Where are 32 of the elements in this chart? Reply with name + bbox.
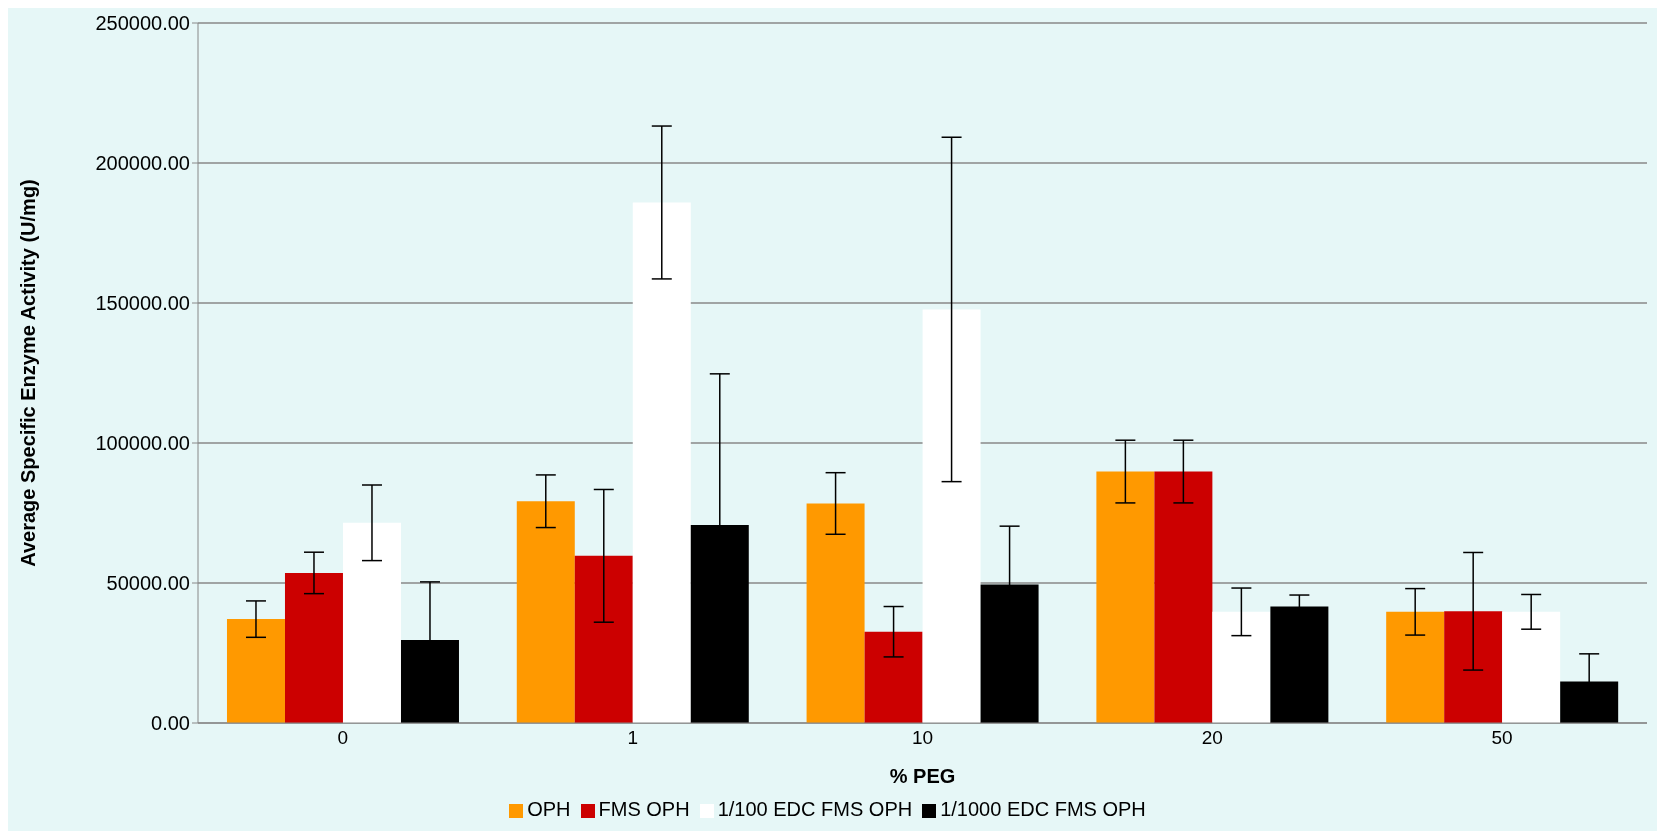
y-tick-label: 250000.00 bbox=[95, 12, 190, 35]
y-tick-label: 200000.00 bbox=[95, 152, 190, 175]
legend-label: 1/1000 EDC FMS OPH bbox=[940, 798, 1146, 820]
y-tick-label: 50000.00 bbox=[106, 572, 190, 595]
bar bbox=[516, 501, 575, 723]
bar bbox=[226, 619, 285, 723]
x-tick-label: 20 bbox=[1201, 727, 1223, 749]
bar bbox=[1096, 471, 1155, 723]
x-tick-label: 10 bbox=[911, 727, 934, 749]
x-tick-label: 0 bbox=[337, 727, 349, 749]
legend-label: OPH bbox=[527, 798, 571, 820]
bar bbox=[1502, 611, 1561, 723]
bar bbox=[806, 503, 865, 723]
y-tick-label: 150000.00 bbox=[95, 292, 190, 315]
y-tick-label: 0.00 bbox=[151, 712, 190, 735]
bar bbox=[864, 631, 923, 723]
bar bbox=[1444, 611, 1503, 723]
bar bbox=[632, 202, 691, 723]
bar bbox=[1154, 471, 1213, 723]
y-tick-label: 100000.00 bbox=[95, 432, 190, 455]
y-axis-title: Average Specific Enzyme Activity (U/mg) bbox=[17, 179, 40, 567]
bar bbox=[284, 572, 343, 723]
x-tick-label: 1 bbox=[627, 727, 638, 749]
bar bbox=[342, 522, 401, 723]
bar bbox=[574, 555, 633, 723]
bar bbox=[1386, 611, 1445, 723]
x-axis-title: % PEG bbox=[889, 765, 956, 787]
legend-label: FMS OPH bbox=[598, 798, 690, 820]
bar bbox=[922, 309, 981, 723]
bar bbox=[1212, 611, 1271, 723]
x-tick-label: 50 bbox=[1491, 727, 1513, 749]
legend-label: 1/100 EDC FMS OPH bbox=[717, 798, 913, 820]
